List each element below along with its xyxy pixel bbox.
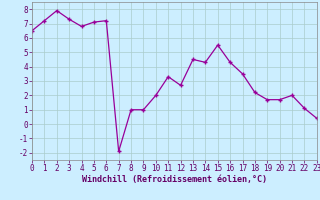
X-axis label: Windchill (Refroidissement éolien,°C): Windchill (Refroidissement éolien,°C) — [82, 175, 267, 184]
